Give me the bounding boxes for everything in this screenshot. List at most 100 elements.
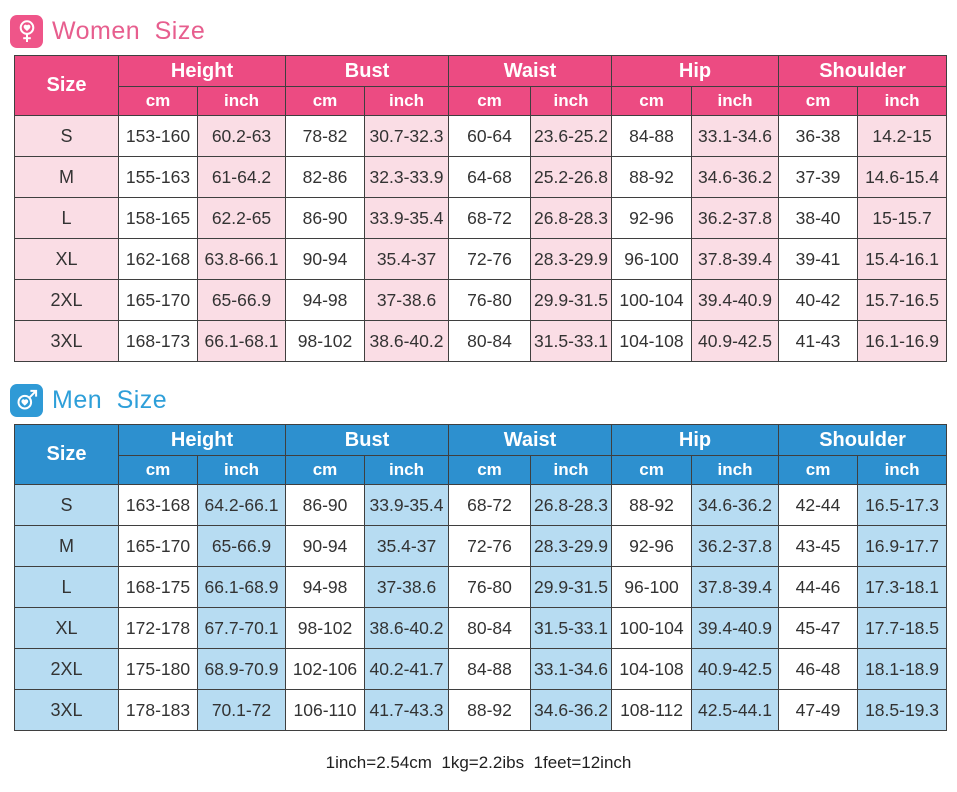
unit-header-inch: inch: [197, 86, 286, 116]
table-row: M 155-163 61-64.2 82-86 32.3-33.9 64-68 25.2-2…: [14, 156, 948, 198]
table-cell: 28.3-29.9: [530, 238, 613, 280]
unit-header-cm: cm: [448, 455, 532, 485]
table-cell: 86-90: [285, 197, 365, 239]
table-cell: 92-96: [611, 525, 693, 567]
table-cell: 78-82: [285, 115, 365, 157]
table-cell: 18.1-18.9: [857, 648, 948, 690]
women-size-section: Women Size Size Height Bust Waist Hip Shoulde…: [0, 0, 957, 362]
table-cell: 60.2-63: [197, 115, 286, 157]
table-cell: 90-94: [285, 238, 365, 280]
unit-header-cm: cm: [611, 86, 693, 116]
table-cell: 33.9-35.4: [363, 484, 450, 526]
table-cell: 15.4-16.1: [857, 238, 948, 280]
table-row: 3XL 168-173 66.1-68.1 98-102 38.6-40.2 80-84 3…: [14, 320, 948, 362]
size-cell: 3XL: [14, 320, 119, 362]
table-cell: 61-64.2: [197, 156, 286, 198]
table-cell: 41.7-43.3: [363, 689, 450, 731]
table-cell: 76-80: [448, 279, 532, 321]
men-group-header-shoulder: Shoulder: [778, 424, 948, 456]
women-group-header-height: Height: [118, 55, 286, 87]
table-cell: 84-88: [448, 648, 532, 690]
men-size-section: Men Size Size Height Bust Waist Hip Shoulder c…: [0, 383, 957, 731]
women-size-table: Size Height Bust Waist Hip Shoulder cm inch cm in…: [14, 55, 948, 362]
table-cell: 96-100: [611, 566, 693, 608]
table-cell: 33.1-34.6: [530, 648, 613, 690]
unit-header-cm: cm: [448, 86, 532, 116]
unit-header-inch: inch: [530, 455, 613, 485]
women-group-header-bust: Bust: [284, 55, 450, 87]
size-cell: 3XL: [14, 689, 119, 731]
table-cell: 39-41: [778, 238, 859, 280]
men-group-header-waist: Waist: [448, 424, 613, 456]
table-cell: 84-88: [611, 115, 693, 157]
men-size-column-header: Size: [14, 424, 119, 485]
table-cell: 64.2-66.1: [197, 484, 286, 526]
size-cell: 2XL: [14, 648, 119, 690]
unit-header-cm: cm: [285, 455, 365, 485]
table-cell: 44-46: [778, 566, 859, 608]
table-cell: 80-84: [448, 607, 532, 649]
table-cell: 33.1-34.6: [691, 115, 780, 157]
table-unit-row: cm inch cm inch cm inch cm inch cm inch: [15, 86, 948, 116]
table-row: S 163-168 64.2-66.1 86-90 33.9-35.4 68-72 26.8…: [14, 484, 948, 526]
conversion-note: 1inch=2.54cm 1kg=2.2ibs 1feet=12inch: [325, 753, 632, 772]
table-cell: 98-102: [285, 607, 365, 649]
table-cell: 35.4-37: [363, 238, 450, 280]
table-cell: 172-178: [118, 607, 198, 649]
table-cell: 82-86: [285, 156, 365, 198]
table-cell: 68.9-70.9: [197, 648, 286, 690]
table-cell: 33.9-35.4: [363, 197, 450, 239]
table-cell: 16.5-17.3: [857, 484, 948, 526]
table-cell: 106-110: [285, 689, 365, 731]
table-cell: 66.1-68.1: [197, 320, 286, 362]
table-cell: 76-80: [448, 566, 532, 608]
table-cell: 46-48: [778, 648, 859, 690]
unit-header-cm: cm: [118, 455, 198, 485]
table-cell: 34.6-36.2: [691, 484, 780, 526]
table-cell: 96-100: [611, 238, 693, 280]
table-cell: 17.3-18.1: [857, 566, 948, 608]
table-cell: 26.8-28.3: [530, 197, 613, 239]
table-cell: 94-98: [285, 566, 365, 608]
men-size-table: Size Height Bust Waist Hip Shoulder cm inch cm in…: [14, 424, 948, 731]
table-cell: 65-66.9: [197, 279, 286, 321]
table-cell: 178-183: [118, 689, 198, 731]
unit-header-cm: cm: [778, 455, 859, 485]
table-cell: 163-168: [118, 484, 198, 526]
table-cell: 100-104: [611, 607, 693, 649]
table-cell: 34.6-36.2: [691, 156, 780, 198]
size-cell: S: [14, 484, 119, 526]
women-size-column-header: Size: [14, 55, 119, 116]
table-cell: 168-175: [118, 566, 198, 608]
table-cell: 29.9-31.5: [530, 279, 613, 321]
table-cell: 23.6-25.2: [530, 115, 613, 157]
table-cell: 68-72: [448, 484, 532, 526]
table-cell: 37.8-39.4: [691, 566, 780, 608]
table-cell: 15.7-16.5: [857, 279, 948, 321]
table-cell: 39.4-40.9: [691, 607, 780, 649]
unit-header-cm: cm: [118, 86, 198, 116]
table-cell: 43-45: [778, 525, 859, 567]
table-cell: 41-43: [778, 320, 859, 362]
table-cell: 37-38.6: [363, 566, 450, 608]
table-cell: 30.7-32.3: [363, 115, 450, 157]
table-row: 2XL 165-170 65-66.9 94-98 37-38.6 76-80 29.9-3…: [14, 279, 948, 321]
table-cell: 94-98: [285, 279, 365, 321]
table-cell: 63.8-66.1: [197, 238, 286, 280]
table-row: 3XL 178-183 70.1-72 106-110 41.7-43.3 88-92 34…: [14, 689, 948, 731]
men-size-title: Men Size: [52, 385, 168, 414]
table-cell: 38-40: [778, 197, 859, 239]
table-cell: 80-84: [448, 320, 532, 362]
table-cell: 38.6-40.2: [363, 607, 450, 649]
table-cell: 37.8-39.4: [691, 238, 780, 280]
size-cell: M: [14, 156, 119, 198]
unit-header-cm: cm: [285, 86, 365, 116]
table-cell: 17.7-18.5: [857, 607, 948, 649]
table-header-row: Size Height Bust Waist Hip Shoulder: [14, 55, 948, 116]
table-cell: 32.3-33.9: [363, 156, 450, 198]
table-header-row: Size Height Bust Waist Hip Shoulder: [14, 424, 948, 485]
table-cell: 153-160: [118, 115, 198, 157]
table-cell: 45-47: [778, 607, 859, 649]
table-cell: 72-76: [448, 238, 532, 280]
